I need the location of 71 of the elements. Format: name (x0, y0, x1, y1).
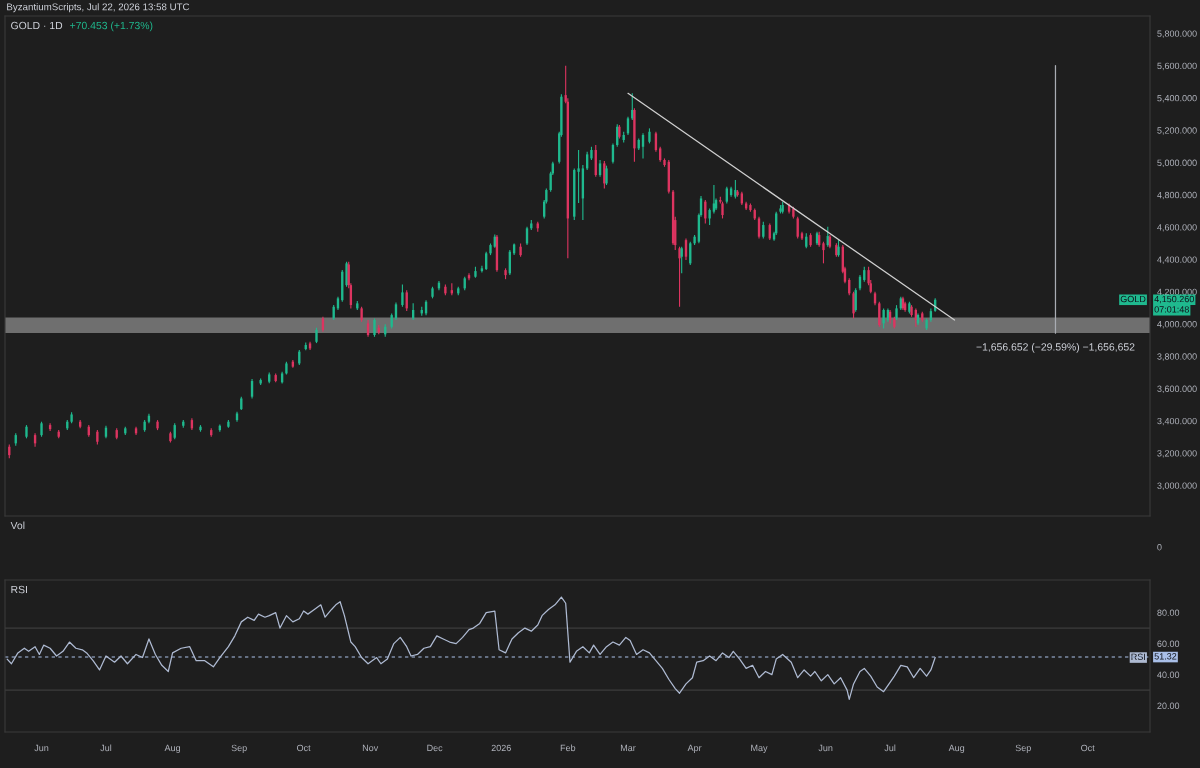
x-tick-label: Jun (34, 744, 49, 752)
x-tick-label: Nov (362, 744, 379, 752)
text: 07:01:48 (1154, 306, 1189, 313)
y-tick-label: 5,400.000 (1157, 94, 1197, 103)
y-tick-label: 40.00 (1157, 671, 1180, 678)
x-tick-label: Sep (231, 744, 247, 753)
y-tick-label: 4,000.000 (1157, 321, 1197, 329)
y-tick-label: 4,400.000 (1157, 256, 1197, 264)
candlestick (663, 157, 666, 168)
candlestick (156, 419, 159, 431)
y-tick-label: 4,600.000 (1157, 224, 1197, 232)
candlestick (577, 149, 580, 204)
x-tick-label: Feb (560, 744, 576, 752)
candlestick (489, 242, 492, 256)
x-tick-label: May (751, 744, 768, 753)
x-tick-label: Oct (1081, 744, 1095, 752)
candlestick (199, 424, 202, 433)
candlestick (401, 283, 404, 308)
candlestick (315, 327, 318, 344)
y-tick-label: 3,200.000 (1157, 450, 1197, 458)
x-tick-label: Apr (687, 744, 702, 753)
chart-subtitle: +70.453 (+1.73%) (70, 21, 153, 32)
candlestick (779, 204, 782, 215)
x-tick-label: Oct (297, 744, 311, 752)
annotation: −1,656.652 (−29.59%) −1,656,652 (976, 342, 1135, 353)
candlestick (373, 317, 376, 338)
y-tick-label: 5,600.000 (1157, 62, 1197, 71)
ref-line-label: 51.32 (1154, 653, 1177, 660)
x-tick-label: Aug (164, 744, 181, 753)
candlestick (678, 246, 681, 308)
y-tick-label: 3,400.000 (1157, 417, 1197, 426)
legend-label: GOLD (1120, 295, 1146, 303)
x-tick-label: Jul (884, 744, 896, 752)
y-tick-label: 4,800.000 (1157, 191, 1197, 200)
candlestick (895, 304, 898, 321)
text: 4,150.260 (1154, 295, 1194, 304)
x-tick-label: 2026 (491, 744, 511, 752)
y-tick-label: 5,000.000 (1157, 159, 1197, 168)
y-tick-label: 3,000.000 (1157, 482, 1197, 490)
chart-title: RSI (11, 585, 27, 594)
x-tick-label: Jun (818, 744, 833, 752)
candlestick (704, 199, 707, 225)
x-tick-label: Mar (620, 744, 636, 752)
candlestick (878, 301, 881, 328)
text: Vol (10, 521, 25, 530)
x-tick-label: Jul (100, 744, 112, 752)
y-tick-label: 3,600.000 (1157, 385, 1197, 394)
text: ByzantiumScripts, Jul 22, 2026 13:58 UTC (7, 3, 190, 13)
y-tick-label: 60.00 (1157, 640, 1180, 647)
x-tick-label: Sep (1015, 744, 1031, 753)
y-tick-label: 80.00 (1157, 609, 1180, 616)
candlestick (648, 127, 651, 144)
candlestick (431, 286, 434, 299)
text: 0 (1157, 544, 1162, 551)
y-tick-label: 5,200.000 (1157, 127, 1197, 135)
candlestick (25, 424, 28, 439)
candlestick (504, 267, 507, 280)
y-tick-label: 20.00 (1157, 702, 1180, 709)
y-tick-label: 4,200.000 (1157, 288, 1197, 297)
candlestick (721, 201, 724, 220)
candlestick (822, 241, 825, 264)
text: RSI (1131, 653, 1145, 660)
x-tick-label: Aug (948, 744, 965, 753)
candlestick (882, 307, 885, 329)
y-tick-label: 3,800.000 (1157, 353, 1197, 361)
y-tick-label: 5,800.000 (1157, 30, 1197, 38)
candlestick (40, 421, 43, 438)
line-series (6, 596, 936, 701)
candlestick (605, 165, 608, 186)
chart-title: GOLD · 1D (11, 21, 63, 30)
x-tick-label: Dec (427, 744, 443, 752)
